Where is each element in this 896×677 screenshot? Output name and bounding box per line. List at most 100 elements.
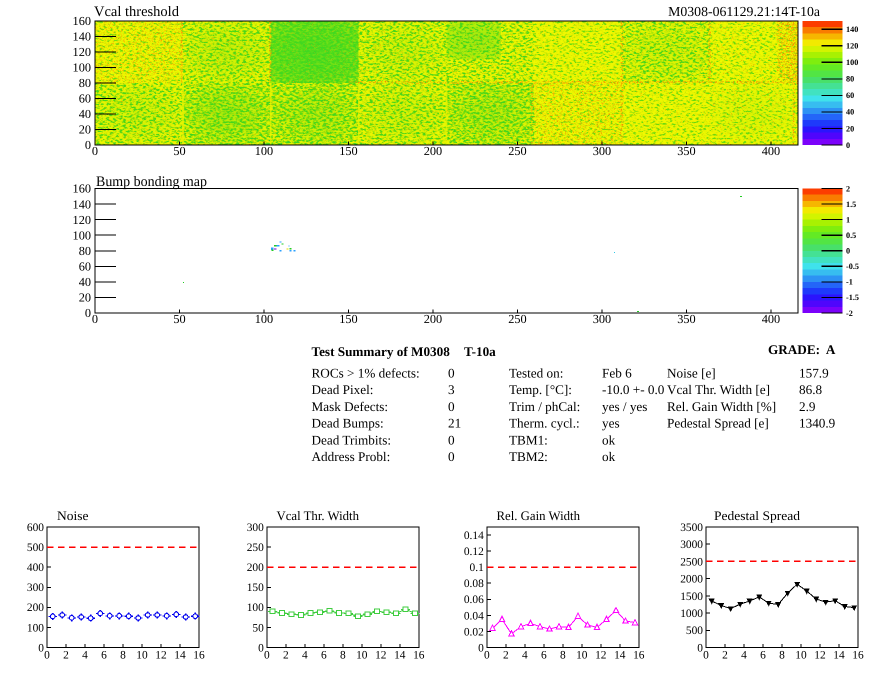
- svg-text:1: 1: [846, 215, 850, 224]
- svg-text:600: 600: [27, 522, 44, 534]
- svg-text:300: 300: [593, 144, 611, 158]
- svg-text:8: 8: [560, 650, 566, 662]
- svg-text:0.02: 0.02: [464, 626, 484, 638]
- svg-text:ok: ok: [602, 432, 616, 447]
- svg-text:Dead Trimbits:: Dead Trimbits:: [312, 432, 392, 447]
- svg-text:TBM1:: TBM1:: [509, 432, 548, 447]
- svg-text:8: 8: [340, 650, 346, 662]
- svg-text:0: 0: [92, 312, 98, 326]
- svg-text:300: 300: [247, 522, 264, 534]
- svg-text:200: 200: [424, 144, 442, 158]
- svg-text:2: 2: [846, 184, 850, 193]
- svg-text:0: 0: [448, 399, 455, 414]
- svg-text:Dead Bumps:: Dead Bumps:: [312, 416, 384, 431]
- svg-text:0: 0: [44, 650, 50, 662]
- svg-text:400: 400: [762, 144, 780, 158]
- svg-text:Pedestal Spread: Pedestal Spread: [714, 508, 801, 523]
- svg-text:GRADE: A: GRADE: A: [768, 342, 836, 357]
- svg-text:4: 4: [741, 650, 747, 662]
- svg-text:0.12: 0.12: [464, 546, 484, 558]
- svg-text:80: 80: [79, 244, 91, 258]
- svg-text:-2: -2: [846, 309, 853, 318]
- svg-text:12: 12: [375, 650, 387, 662]
- svg-text:16: 16: [852, 650, 864, 662]
- svg-text:100: 100: [73, 228, 91, 242]
- svg-text:20: 20: [79, 123, 91, 137]
- svg-text:14: 14: [833, 650, 845, 662]
- svg-text:ROCs > 1% defects:: ROCs > 1% defects:: [312, 366, 420, 381]
- svg-text:350: 350: [677, 144, 695, 158]
- svg-text:86.8: 86.8: [799, 382, 822, 397]
- svg-text:1.5: 1.5: [846, 200, 856, 209]
- svg-text:14: 14: [174, 650, 186, 662]
- svg-text:12: 12: [595, 650, 607, 662]
- svg-text:10: 10: [356, 650, 368, 662]
- svg-text:350: 350: [677, 312, 695, 326]
- svg-text:2: 2: [63, 650, 69, 662]
- svg-text:Rel. Gain Width: Rel. Gain Width: [497, 508, 581, 523]
- svg-text:60: 60: [846, 91, 854, 100]
- svg-text:3500: 3500: [680, 522, 703, 534]
- svg-text:0.5: 0.5: [846, 231, 856, 240]
- svg-text:0.06: 0.06: [464, 594, 484, 606]
- svg-text:Pedestal Spread [e]: Pedestal Spread [e]: [667, 416, 769, 431]
- svg-text:50: 50: [173, 144, 185, 158]
- svg-text:Feb 6: Feb 6: [602, 366, 632, 381]
- svg-text:4: 4: [522, 650, 528, 662]
- svg-text:0.04: 0.04: [464, 610, 484, 622]
- svg-text:250: 250: [508, 312, 526, 326]
- svg-text:10: 10: [795, 650, 807, 662]
- svg-text:Temp. [°C]:: Temp. [°C]:: [509, 382, 572, 397]
- svg-text:0: 0: [448, 432, 455, 447]
- svg-text:0: 0: [85, 306, 91, 320]
- svg-text:40: 40: [79, 275, 91, 289]
- svg-text:500: 500: [686, 625, 703, 637]
- svg-text:100: 100: [27, 622, 44, 634]
- svg-text:400: 400: [27, 562, 44, 574]
- svg-text:120: 120: [73, 45, 91, 59]
- svg-text:0.1: 0.1: [470, 562, 485, 574]
- svg-text:3000: 3000: [680, 539, 703, 551]
- svg-text:250: 250: [247, 542, 264, 554]
- svg-text:150: 150: [247, 582, 264, 594]
- svg-text:ok: ok: [602, 449, 616, 464]
- svg-text:80: 80: [846, 75, 854, 84]
- svg-text:6: 6: [101, 650, 107, 662]
- svg-text:Noise [e]: Noise [e]: [667, 366, 716, 381]
- svg-text:-1.5: -1.5: [846, 293, 859, 302]
- svg-text:0: 0: [697, 642, 703, 654]
- svg-text:Vcal Thr. Width: Vcal Thr. Width: [277, 508, 360, 523]
- svg-text:2: 2: [503, 650, 509, 662]
- svg-text:0: 0: [448, 449, 455, 464]
- svg-text:150: 150: [339, 144, 357, 158]
- svg-text:6: 6: [321, 650, 327, 662]
- svg-text:40: 40: [846, 108, 854, 117]
- svg-text:2500: 2500: [680, 556, 703, 568]
- svg-text:100: 100: [255, 312, 273, 326]
- svg-text:0: 0: [448, 366, 455, 381]
- svg-text:0: 0: [264, 650, 270, 662]
- svg-text:140: 140: [846, 25, 858, 34]
- svg-text:2: 2: [722, 650, 728, 662]
- svg-text:Test Summary of M0308: Test Summary of M0308: [312, 344, 451, 359]
- svg-text:Vcal threshold: Vcal threshold: [94, 4, 180, 20]
- svg-text:12: 12: [814, 650, 826, 662]
- svg-text:16: 16: [633, 650, 645, 662]
- svg-text:14: 14: [394, 650, 406, 662]
- svg-text:300: 300: [593, 312, 611, 326]
- svg-text:Address Probl:: Address Probl:: [312, 449, 391, 464]
- svg-text:6: 6: [541, 650, 547, 662]
- svg-text:10: 10: [136, 650, 148, 662]
- svg-text:21: 21: [448, 416, 461, 431]
- svg-text:16: 16: [413, 650, 425, 662]
- svg-text:0.14: 0.14: [464, 530, 484, 542]
- svg-text:400: 400: [762, 312, 780, 326]
- svg-text:8: 8: [779, 650, 785, 662]
- svg-text:200: 200: [424, 312, 442, 326]
- svg-text:100: 100: [255, 144, 273, 158]
- svg-text:160: 160: [73, 182, 91, 196]
- svg-text:160: 160: [73, 14, 91, 28]
- svg-text:0: 0: [846, 141, 850, 150]
- svg-text:4: 4: [302, 650, 308, 662]
- svg-text:0: 0: [258, 642, 264, 654]
